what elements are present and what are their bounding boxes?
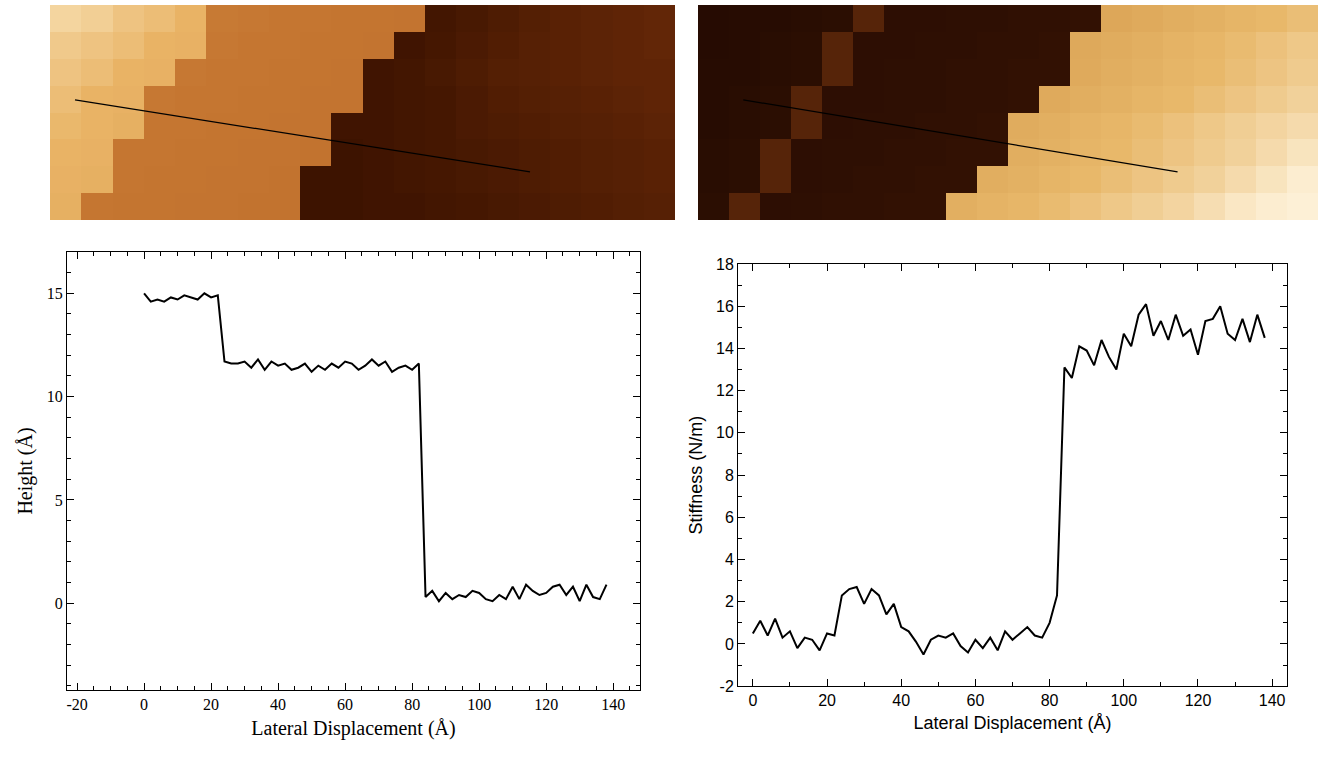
svg-text:Lateral Displacement (Å): Lateral Displacement (Å)	[913, 713, 1111, 733]
svg-text:40: 40	[270, 696, 286, 713]
svg-text:10: 10	[716, 424, 734, 441]
svg-text:-2: -2	[720, 678, 734, 695]
svg-text:80: 80	[404, 696, 420, 713]
svg-text:14: 14	[716, 340, 734, 357]
svg-text:100: 100	[1110, 692, 1137, 709]
svg-text:140: 140	[1259, 692, 1286, 709]
svg-text:60: 60	[337, 696, 353, 713]
svg-text:-20: -20	[66, 696, 87, 713]
svg-text:Stiffness (N/m): Stiffness (N/m)	[686, 416, 706, 535]
svg-text:Lateral Displacement (Å): Lateral Displacement (Å)	[251, 717, 455, 740]
svg-text:6: 6	[725, 509, 734, 526]
svg-text:0: 0	[748, 692, 757, 709]
svg-text:40: 40	[892, 692, 910, 709]
svg-text:10: 10	[47, 388, 63, 405]
svg-text:Height (Å): Height (Å)	[14, 427, 37, 514]
svg-text:16: 16	[716, 298, 734, 315]
svg-text:8: 8	[725, 467, 734, 484]
svg-text:4: 4	[725, 551, 734, 568]
svg-text:5: 5	[55, 492, 63, 509]
svg-text:0: 0	[140, 696, 148, 713]
svg-text:2: 2	[725, 593, 734, 610]
svg-text:15: 15	[47, 285, 63, 302]
svg-text:20: 20	[818, 692, 836, 709]
svg-text:120: 120	[534, 696, 558, 713]
svg-text:0: 0	[725, 636, 734, 653]
svg-text:120: 120	[1185, 692, 1212, 709]
svg-text:0: 0	[55, 595, 63, 612]
svg-text:12: 12	[716, 382, 734, 399]
svg-text:60: 60	[967, 692, 985, 709]
svg-text:140: 140	[601, 696, 625, 713]
svg-text:80: 80	[1041, 692, 1059, 709]
svg-text:100: 100	[467, 696, 491, 713]
svg-text:18: 18	[716, 256, 734, 273]
svg-text:20: 20	[203, 696, 219, 713]
